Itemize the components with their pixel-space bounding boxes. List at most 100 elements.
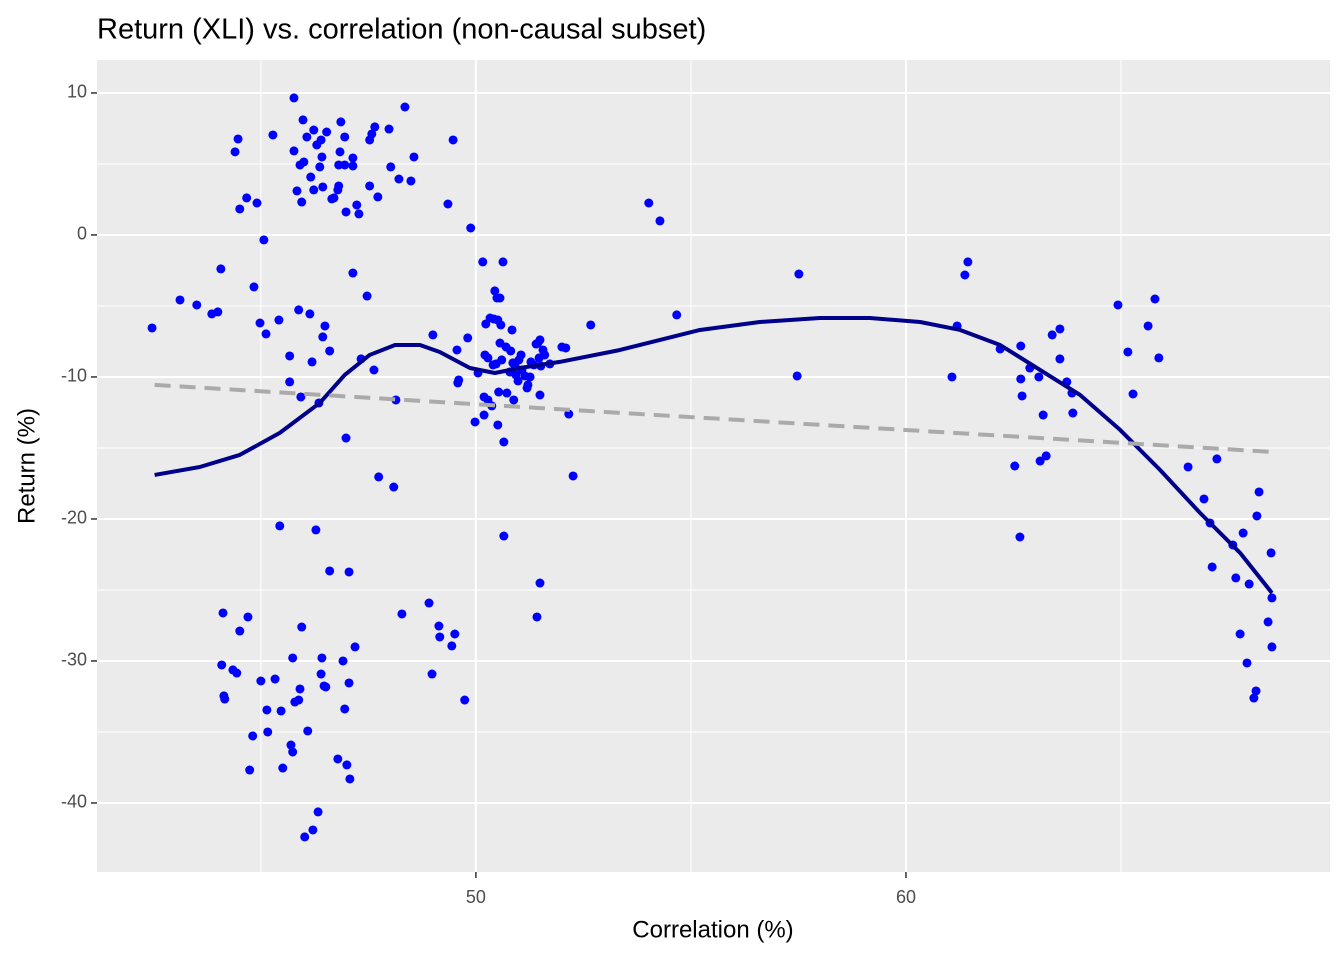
point [248,731,258,741]
point [288,747,298,757]
point [306,172,316,182]
point [494,387,504,397]
point [278,763,288,773]
point [1238,528,1248,538]
point [318,182,328,192]
point [288,653,298,663]
point [428,330,438,340]
point [498,257,508,267]
point [192,300,202,310]
x-tick-label: 60 [896,887,916,907]
point [296,392,306,402]
y-tick-label: -10 [61,366,87,386]
point [1154,353,1164,363]
point [309,185,319,195]
panel [97,60,1330,872]
point [523,380,533,390]
point [348,153,358,163]
point [1251,686,1261,696]
point [513,376,523,386]
point [655,216,665,226]
point [1263,617,1273,627]
point [384,124,394,134]
point [341,433,351,443]
point [213,307,223,317]
point [540,350,550,360]
point [233,134,243,144]
point [394,174,404,184]
point [335,147,345,157]
point [316,135,326,145]
point [1035,456,1045,466]
point [321,682,331,692]
point [263,727,273,737]
point [463,333,473,343]
point [564,409,574,419]
point [325,346,335,356]
point [586,320,596,330]
y-axis-title: Return (%) [13,408,40,524]
point [340,132,350,142]
point [1010,461,1020,471]
point [274,315,284,325]
point [230,147,240,157]
point [409,152,419,162]
point [448,135,458,145]
point [496,320,506,330]
point [1207,562,1217,572]
point [255,318,265,328]
point [794,269,804,279]
point [495,293,505,303]
point [334,181,344,191]
point [1015,532,1025,542]
point [443,199,453,209]
point [397,609,407,619]
point [256,676,266,686]
point [309,125,319,135]
point [460,695,470,705]
point [342,760,352,770]
point [317,653,327,663]
point [434,621,444,631]
point [232,668,242,678]
point [1242,658,1252,668]
marks [147,93,1277,842]
point [270,674,280,684]
point [963,257,973,267]
point [303,726,313,736]
point [435,632,445,642]
point [311,525,321,535]
point [308,825,318,835]
y-tick-label: -30 [61,650,87,670]
point [289,93,299,103]
point [525,372,535,382]
point [1212,454,1222,464]
y-tick-label: 10 [67,82,87,102]
point [307,357,317,367]
point [466,223,476,233]
point [499,437,509,447]
point [275,521,285,531]
point [470,417,480,427]
point [345,774,355,784]
point [1016,341,1026,351]
point [338,656,348,666]
point [479,410,489,420]
point [344,567,354,577]
point [336,117,346,127]
point [1252,511,1262,521]
point [1143,321,1153,331]
point [1199,494,1209,504]
point [147,323,157,333]
chart-title: Return (XLI) vs. correlation (non-causal… [97,14,706,46]
point [367,129,377,139]
point [285,377,295,387]
point [285,351,295,361]
point [1123,347,1133,357]
point [1266,548,1276,558]
x-tick-label: 50 [466,887,486,907]
point [1113,300,1123,310]
point [499,531,509,541]
point [329,193,339,203]
